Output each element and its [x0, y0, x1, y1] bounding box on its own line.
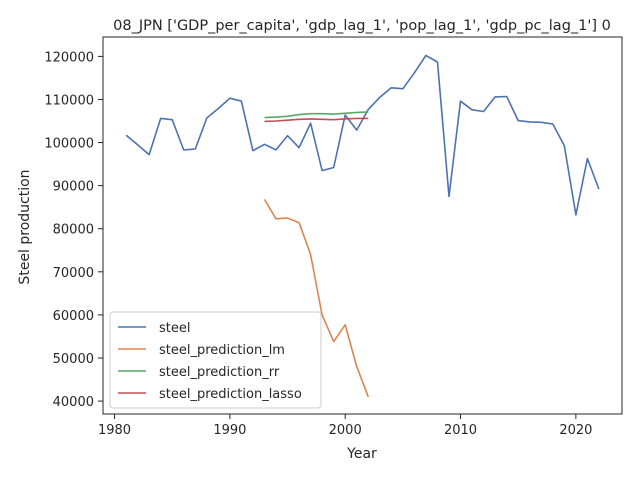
- legend-label: steel: [159, 321, 190, 336]
- y-tick-label: 90000: [53, 180, 94, 195]
- legend-box: [109, 311, 322, 409]
- y-tick-label: 110000: [44, 93, 94, 108]
- y-tick-label: 70000: [53, 266, 94, 281]
- y-tick-label: 120000: [44, 50, 94, 65]
- x-tick-label: 1990: [213, 423, 246, 438]
- legend-label: steel_prediction_lm: [159, 343, 285, 358]
- series-line-steel-prediction-rr: [264, 111, 369, 119]
- legend: steel steel_prediction_lm steel_prediction…: [109, 311, 322, 409]
- x-axis: 1980 1990 2000 2010 2020: [98, 414, 592, 438]
- legend-label: steel_prediction_rr: [159, 365, 280, 380]
- y-axis: 40000 50000 60000 70000 80000 90000 100000 1100…: [44, 50, 103, 410]
- series-line-steel-prediction-lasso: [264, 117, 369, 123]
- chart-title: 08_JPN ['GDP_per_capita', 'gdp_lag_1', '…: [113, 18, 611, 34]
- x-tick-label: 2000: [329, 423, 362, 438]
- y-tick-label: 80000: [53, 223, 94, 238]
- x-axis-label: Year: [346, 446, 377, 462]
- legend-label: steel_prediction_lasso: [159, 387, 302, 402]
- plot-frame: [102, 36, 623, 415]
- series-line-steel: [125, 54, 600, 216]
- y-tick-label: 40000: [53, 395, 94, 410]
- x-tick-label: 2020: [559, 423, 592, 438]
- y-axis-label: Steel production: [17, 169, 33, 284]
- x-tick-label: 2010: [444, 423, 477, 438]
- y-tick-label: 100000: [44, 137, 94, 152]
- series-line-steel-prediction-lm: [263, 198, 370, 398]
- y-tick-label: 60000: [53, 309, 94, 324]
- y-tick-label: 50000: [53, 352, 94, 367]
- x-tick-label: 1980: [98, 423, 131, 438]
- plot-lines: [125, 54, 600, 398]
